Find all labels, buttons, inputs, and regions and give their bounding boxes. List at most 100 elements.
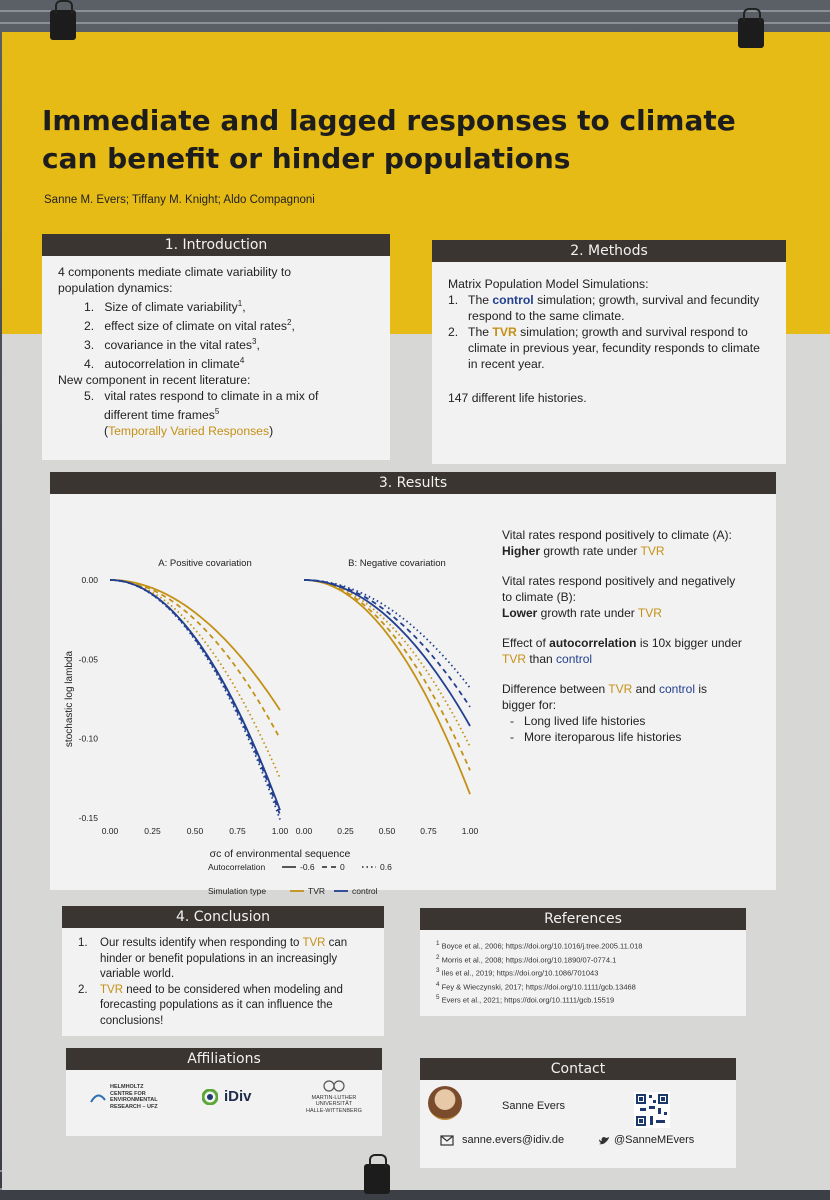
conclusion-box: 4. Conclusion 1. Our results identify wh… [62,906,384,1036]
paren: ) [269,424,274,439]
results-bullet: Long lived life histories [524,714,646,728]
x-tick-label: 0.25 [144,826,161,836]
ref-sup: 2 [436,953,440,961]
intro-item-text: Size of climate variability [104,300,238,315]
intro-item-sup: 5 [214,407,220,417]
poster: Immediate and lagged responses to climat… [2,32,830,1190]
intro-item: 1. Size of climate variability1, [84,299,246,315]
conclusion-text: need to be considered when modeling and … [100,983,343,1027]
intro-list: 1. Size of climate variability1, 2. effe… [58,296,374,372]
mlu-text: MARTIN-LUTHER [311,1094,357,1101]
binder-clip [738,8,764,48]
title-line-2: can benefit or hinder populations [42,142,571,175]
binder-clip [50,0,76,40]
series-line [303,579,471,771]
bullet-dash: - [510,714,514,728]
intro-item-5: 5. vital rates respond to climate in a m… [58,388,374,439]
results-text-span: Effect of [502,636,550,650]
intro-lead-1: 4 components mediate climate variability… [58,265,292,279]
intro-box: 1. Introduction 4 components mediate cli… [42,234,390,460]
mlu-text: UNIVERSITÄT [315,1101,353,1107]
x-tick-label: 0.75 [420,826,437,836]
contact-handle[interactable]: @SanneMEvers [614,1134,695,1146]
conclusion-item: 1. Our results identify when responding … [78,936,368,983]
methods-num: 1. [448,293,459,307]
ref-sup: 3 [436,967,440,974]
control-term: control [659,682,696,696]
results-p2b: to climate (B): [502,590,577,604]
results-chart: A: Positive covariation 0.00 0.25 0.50 0.75 1… [64,558,479,860]
results-box: 3. Results [50,472,776,890]
grid-wire [0,22,830,24]
results-p4b: bigger for: [502,698,557,712]
intro-item-text: effect size of climate on vital rates [104,319,288,334]
legend-title: Autocorrelation [208,862,265,872]
contact-box: Contact Sanne Evers sanne.evers@idiv.de … [420,1058,736,1168]
ref-text[interactable]: Iles et al., 2019; https://doi.org/10.10… [441,968,599,978]
intro-item-sup: 1 [237,299,243,308]
x-tick-label: 0.00 [296,826,313,836]
legend-title: Simulation type [208,886,266,896]
series-line [109,579,281,779]
intro-item-text: autocorrelation in climate [104,357,240,372]
x-tick-label: 0.75 [229,826,246,836]
results-text-span: than [526,652,557,666]
results-p1a: Vital rates respond positively to climat… [502,528,732,542]
conclusion-text: Our results identify when responding to [100,937,303,949]
control-term: control [492,293,534,307]
legend-label: -0.6 [300,862,315,872]
methods-lead: Matrix Population Model Simulations: [448,277,649,291]
results-text-span: and [632,682,659,696]
intro-item: 4. autocorrelation in climate4 [84,353,374,372]
control-term: control [556,652,593,666]
ref-text[interactable]: Boyce et al., 2006; https://doi.org/10.1… [441,941,643,951]
y-tick-label: -0.10 [79,734,99,744]
title-line-1: Immediate and lagged responses to climat… [42,104,736,137]
results-text-span: is 10x bigger under [636,636,742,650]
idiv-text: iDiv [224,1088,252,1105]
series-line [303,579,471,708]
bullet-dash: - [510,730,514,744]
tvr-term: TVR [637,606,662,620]
idiv-icon [202,1088,218,1105]
intro-item-text: covariance in the vital rates [104,338,253,353]
contact-email[interactable]: sanne.evers@idiv.de [462,1134,565,1146]
qr-code-icon[interactable] [634,1092,670,1128]
results-bold: Higher [502,544,541,558]
ref-text[interactable]: Fey & Wieczynski, 2017; https://doi.org/… [441,982,636,991]
ref-text[interactable]: Evers et al., 2021; https://doi.org/10.1… [441,995,615,1005]
conclusion-text: can hinder or benefit populations in an … [100,937,348,980]
series-line [303,579,471,748]
results-text-span: growth rate under [540,544,641,558]
x-tick-label: 1.00 [462,826,479,836]
x-tick-label: 0.50 [379,826,396,836]
ref-sup: 1 [436,940,440,947]
ref-text[interactable]: Morris et al., 2008; https://doi.org/10.… [441,955,617,964]
panel-b: B: Negative covariation 0.00 0.25 0.50 0.75 1… [296,558,479,836]
x-axis-label: σc of environmental sequence [210,848,351,860]
methods-box: 2. Methods Matrix Population Model Simul… [432,240,786,464]
series-line [303,579,471,689]
results-bold: Lower [502,606,538,620]
intro-item-num: 2. [84,319,95,334]
references-heading: References [420,908,746,930]
helmholtz-icon [90,1094,106,1103]
legend-label: TVR [308,886,325,896]
helmholtz-text: HELMHOLTZ [110,1084,144,1090]
conclusion-item: 2. TVR need to be considered when modeli… [78,983,368,1030]
conclusion-body: 1. Our results identify when responding … [62,928,384,1037]
methods-text: simulation; growth and survival respond … [468,325,760,371]
tvr-term: TVR [502,652,526,666]
mlu-text: HALLE-WITTENBERG [306,1107,362,1114]
references-list: 1 Boyce et al., 2006; https://doi.org/10… [420,930,746,1014]
tvr-term: TVR [100,983,123,996]
intro-item-sup: 4 [239,356,245,366]
results-bold: autocorrelation [549,636,637,650]
grid-wire [0,10,830,12]
affiliations-box: Affiliations HELMHOLTZ CENTRE FOR ENVIRO… [66,1048,382,1136]
helmholtz-logo: HELMHOLTZ CENTRE FOR ENVIRONMENTAL RESEA… [90,1084,158,1110]
paren: ( [104,424,109,439]
ref-sup: 4 [436,980,440,988]
contact-heading: Contact [420,1058,736,1080]
series-line [109,579,281,711]
